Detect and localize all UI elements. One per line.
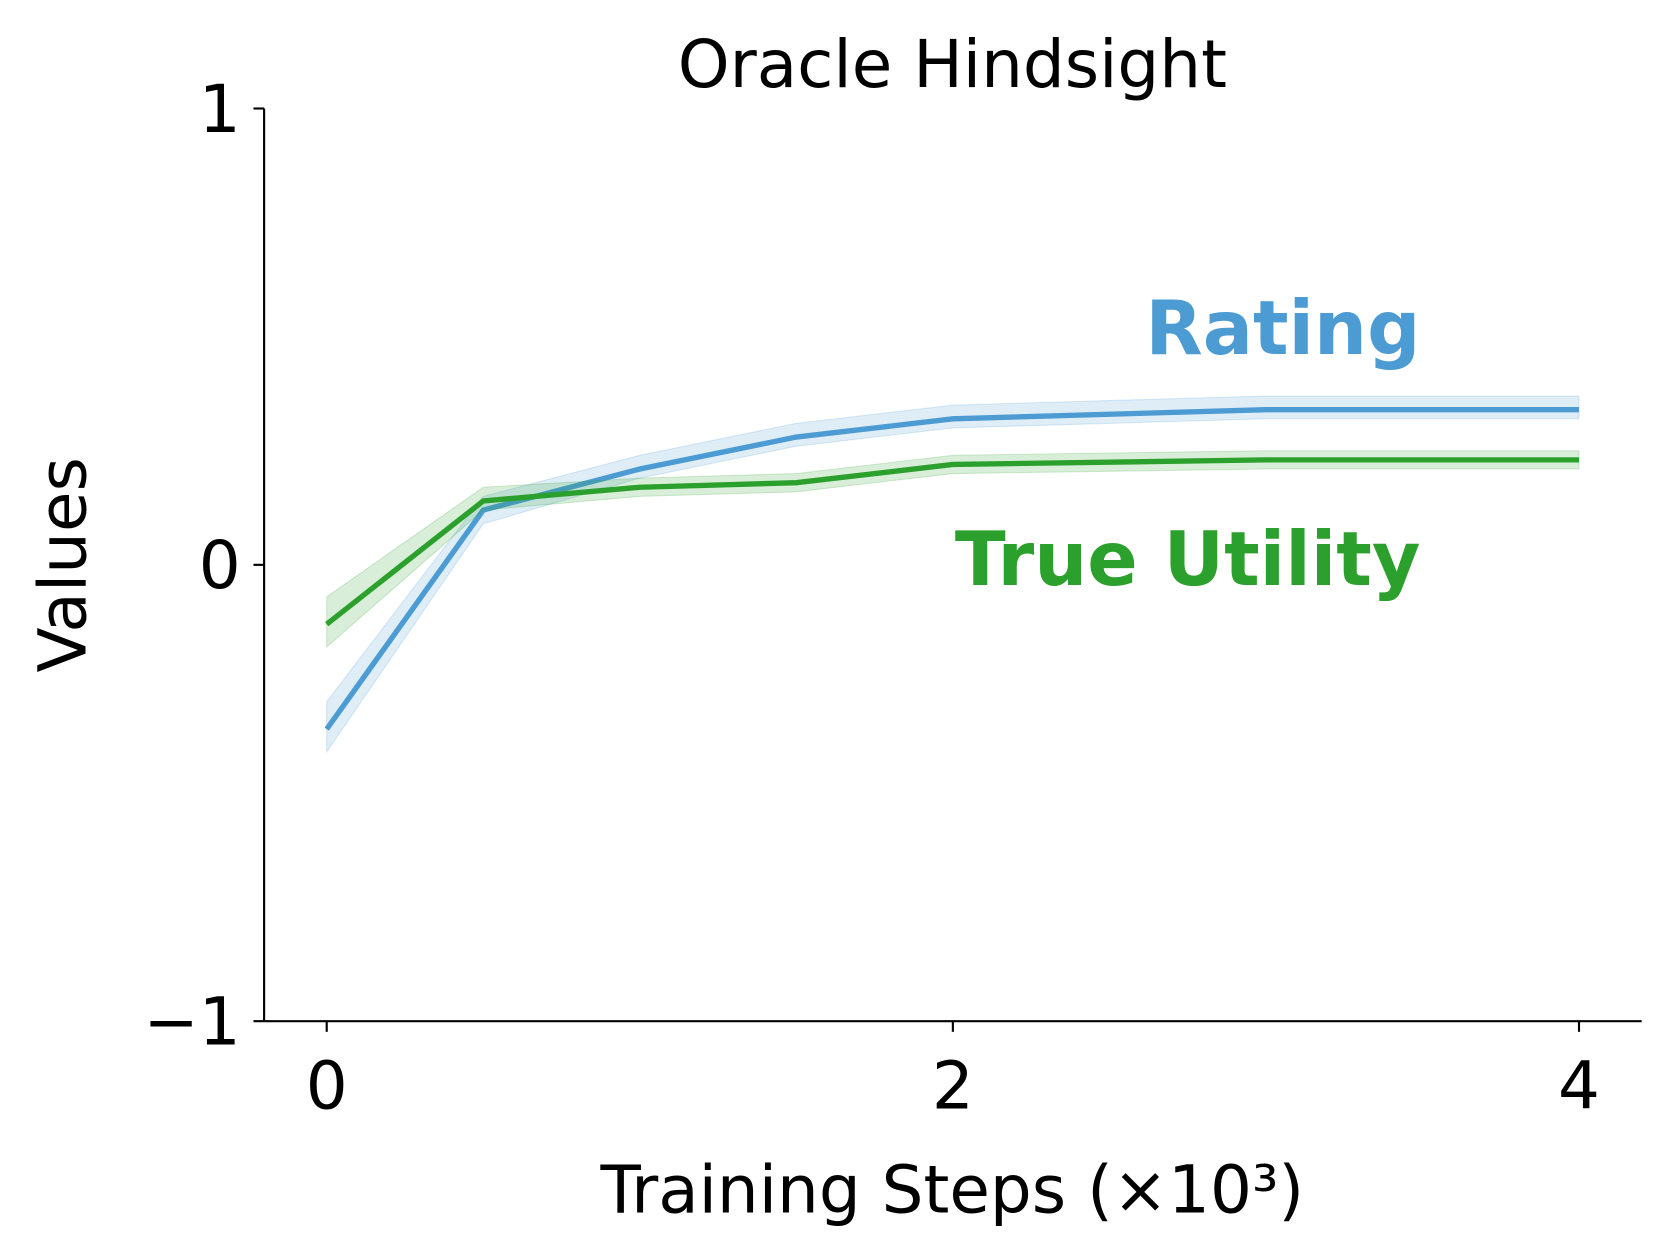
series-label: True Utility [955,516,1420,603]
line [325,457,1580,627]
x-tick-label: 0 [306,1047,348,1124]
y-axis-label: Values [24,457,101,672]
x-axis-label: Training Steps (×10³) [600,1152,1305,1229]
y-tick-label: 0 [199,527,241,604]
confidence-band [326,450,1580,649]
chart-title: Oracle Hindsight [678,26,1227,103]
y-tick-label: −1 [143,984,240,1061]
confidence-band [326,395,1580,754]
x-tick-label: 2 [932,1047,974,1124]
x-tick-label: 4 [1558,1047,1600,1124]
y-tick-label: 1 [199,71,241,148]
line [324,407,1580,731]
series-label: Rating [1145,285,1420,372]
